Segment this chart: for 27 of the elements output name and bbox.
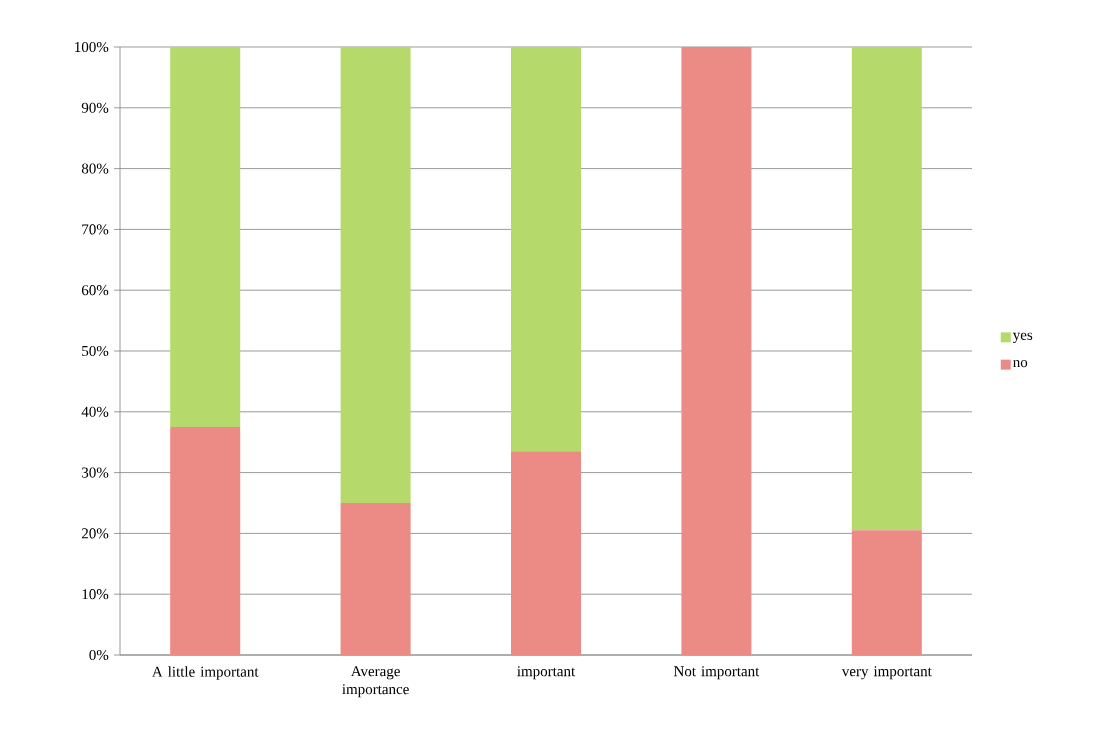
y-tick-label: 50%	[82, 345, 109, 357]
y-tick-label: 60%	[81, 285, 109, 296]
y-tick-label: 70%	[82, 224, 109, 235]
y-tick-label: 40%	[81, 406, 109, 417]
x-tick-label: important	[517, 666, 576, 680]
bar	[511, 46, 582, 452]
x-tick-label: A little important	[152, 666, 259, 680]
bar	[851, 46, 922, 531]
bar	[681, 46, 752, 655]
y-tick-label: 80%	[81, 163, 109, 174]
y-tick-label: 90%	[81, 102, 109, 113]
legend-label: yes	[1012, 332, 1033, 343]
legend-label: no	[1013, 359, 1028, 368]
bar	[851, 530, 922, 655]
x-tick-label: Not important	[673, 666, 760, 680]
x-tick-label: very important	[841, 666, 932, 680]
bar	[170, 46, 241, 427]
y-tick-label: 20%	[81, 528, 109, 539]
bar	[340, 503, 411, 655]
y-tick-label: 100%	[75, 41, 109, 53]
y-tick-label: 0%	[89, 649, 109, 661]
bar	[170, 427, 241, 655]
bar	[340, 46, 411, 503]
x-tick-label: Average importance	[342, 666, 409, 698]
y-tick-label: 30%	[82, 467, 109, 478]
bar	[511, 451, 582, 655]
y-tick-label: 10%	[82, 589, 109, 600]
